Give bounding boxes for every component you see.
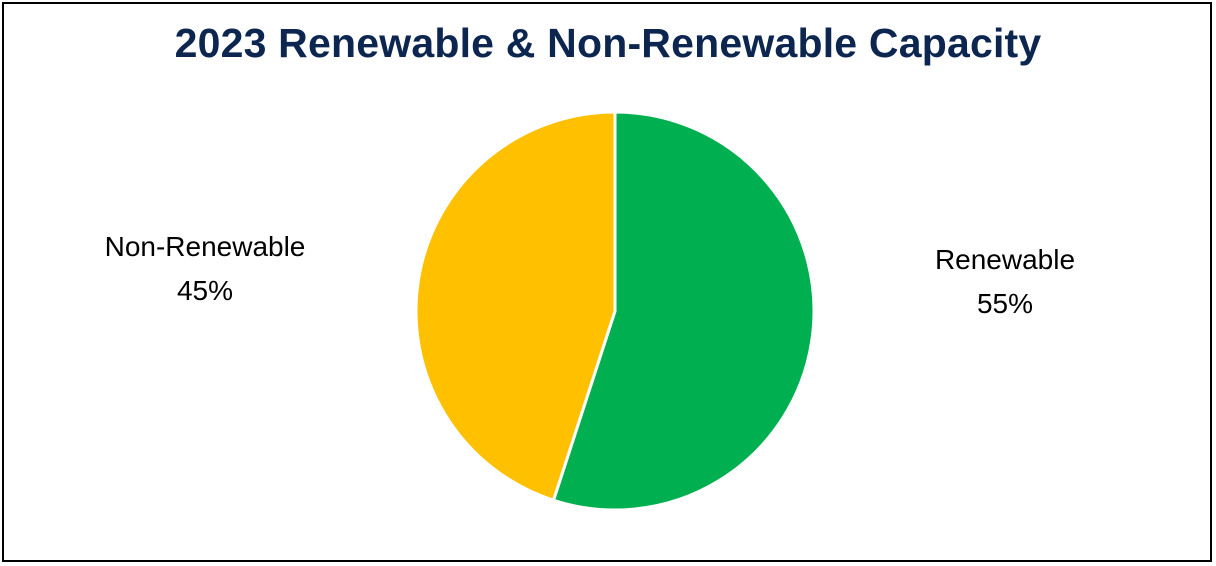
data-label-non-renewable-name: Non-Renewable xyxy=(104,231,306,262)
data-label-renewable: Renewable 55% xyxy=(875,238,1135,326)
data-label-non-renewable: Non-Renewable 45% xyxy=(40,225,370,313)
chart-title: 2023 Renewable & Non-Renewable Capacity xyxy=(174,20,1042,66)
pie-slice-non-renewable xyxy=(414,110,617,502)
pie-slice-renewable xyxy=(552,110,816,512)
data-label-renewable-name: Renewable xyxy=(934,244,1076,275)
data-label-non-renewable-value: 45% xyxy=(176,275,234,306)
data-label-renewable-value: 55% xyxy=(976,288,1034,319)
